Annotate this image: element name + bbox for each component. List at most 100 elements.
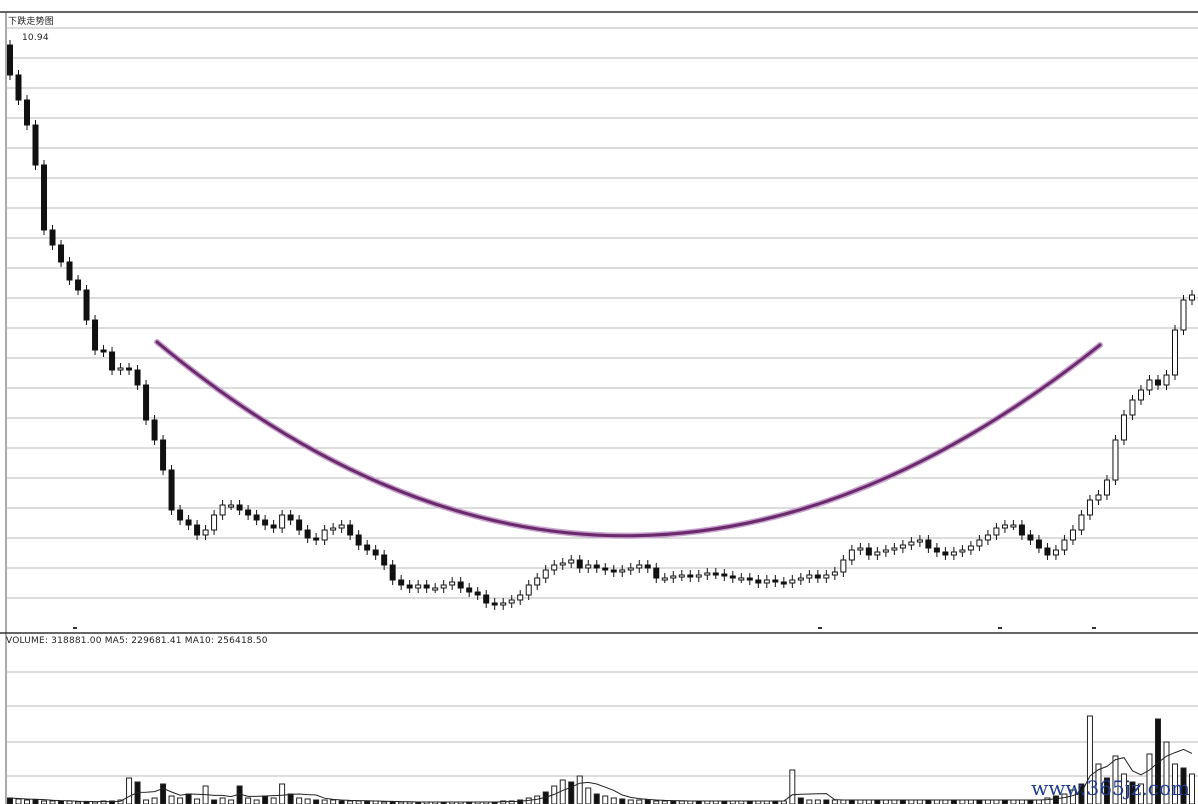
- candle-body: [321, 529, 328, 541]
- candle-body: [347, 524, 354, 536]
- candle-body: [899, 544, 906, 549]
- candle-body: [1010, 524, 1017, 528]
- candle-body: [126, 367, 133, 371]
- candle-body: [695, 574, 702, 578]
- volume-bar: [661, 800, 668, 804]
- candle-body: [1171, 329, 1178, 376]
- candle-body: [789, 579, 796, 584]
- candle-body: [797, 577, 804, 581]
- candle-body: [236, 504, 243, 511]
- volume-bar: [1103, 777, 1110, 804]
- volume-bar: [321, 799, 328, 804]
- candle-body: [185, 519, 192, 526]
- volume-bar: [49, 800, 56, 804]
- volume-bar: [219, 797, 226, 804]
- volume-bar: [15, 798, 22, 804]
- candle-body: [219, 504, 226, 516]
- candle-body: [1061, 539, 1068, 551]
- volume-bar: [1180, 767, 1187, 804]
- volume-bar: [517, 799, 524, 804]
- candle-body: [1086, 499, 1093, 516]
- volume-bar: [168, 795, 175, 804]
- candle-body: [1163, 374, 1170, 386]
- candle-body: [1078, 514, 1085, 531]
- candle-body: [134, 369, 141, 386]
- candle-body: [721, 573, 728, 577]
- candle-body: [7, 44, 13, 76]
- candle-body: [381, 554, 388, 566]
- candle-body: [474, 591, 481, 596]
- candle-body: [1112, 439, 1119, 481]
- candle-body: [117, 367, 124, 371]
- volume-bar: [610, 797, 617, 804]
- candle-body: [1027, 534, 1034, 541]
- candle-body: [75, 279, 82, 291]
- candle-body: [738, 577, 745, 581]
- volume-bar: [840, 799, 847, 804]
- volume-bar: [109, 800, 116, 804]
- volume-bar: [304, 798, 311, 804]
- candle-body: [194, 524, 201, 536]
- candle-body: [925, 539, 932, 549]
- volume-bar: [534, 795, 541, 804]
- candle-body: [202, 529, 209, 536]
- volume-bar: [1129, 781, 1136, 804]
- candle-body: [92, 319, 99, 351]
- volume-bar: [1086, 715, 1093, 804]
- volume-bar: [823, 799, 830, 804]
- volume-bar: [789, 769, 796, 804]
- volume-bar: [177, 797, 184, 804]
- volume-bar: [831, 799, 838, 804]
- volume-bar: [585, 787, 592, 804]
- candle-body: [41, 164, 48, 231]
- volume-ma5-line: [9, 748, 1193, 803]
- volume-bar: [253, 799, 260, 804]
- candle-body: [24, 99, 31, 126]
- candle-body: [262, 519, 269, 526]
- candle-body: [449, 581, 456, 586]
- candle-body: [1052, 549, 1059, 556]
- candle-body: [542, 569, 549, 579]
- candle-body: [891, 547, 898, 551]
- candle-body: [211, 514, 218, 531]
- volume-bar: [576, 775, 583, 804]
- candle-body: [1103, 479, 1110, 496]
- candle-body: [882, 549, 889, 553]
- candle-body: [568, 559, 575, 564]
- volume-bar: [967, 799, 974, 804]
- volume-bar: [83, 801, 90, 804]
- candle-body: [168, 469, 175, 511]
- candle-body: [58, 244, 65, 263]
- candle-body: [372, 549, 379, 556]
- candle-body: [814, 574, 821, 579]
- volume-bar: [347, 800, 354, 804]
- volume-bar: [1044, 797, 1051, 804]
- candle-body: [908, 541, 915, 546]
- candle-body: [848, 549, 855, 561]
- volume-bar: [942, 799, 949, 804]
- candle-body: [313, 537, 320, 541]
- candle-body: [823, 574, 830, 579]
- volume-bar: [1078, 783, 1085, 804]
- volume-bar: [559, 779, 566, 804]
- volume-bar: [1035, 799, 1042, 804]
- candle-body: [525, 584, 532, 596]
- volume-bar: [1112, 755, 1119, 804]
- candle-body: [1189, 294, 1195, 301]
- volume-bar: [959, 799, 966, 804]
- volume-bar: [24, 799, 31, 804]
- candle-body: [440, 584, 447, 589]
- volume-bar: [619, 798, 626, 804]
- candle-body: [270, 524, 277, 529]
- volume-bar: [1027, 799, 1034, 804]
- candle-body: [1154, 379, 1161, 386]
- candle-body: [534, 577, 541, 586]
- volume-bar: [270, 797, 277, 804]
- volume-bar: [806, 799, 813, 804]
- volume-bar: [1154, 718, 1161, 804]
- candle-body: [109, 351, 116, 371]
- volume-bar: [1120, 773, 1127, 804]
- candle-body: [491, 602, 498, 606]
- volume-bar: [134, 781, 141, 804]
- candle-body: [610, 569, 617, 573]
